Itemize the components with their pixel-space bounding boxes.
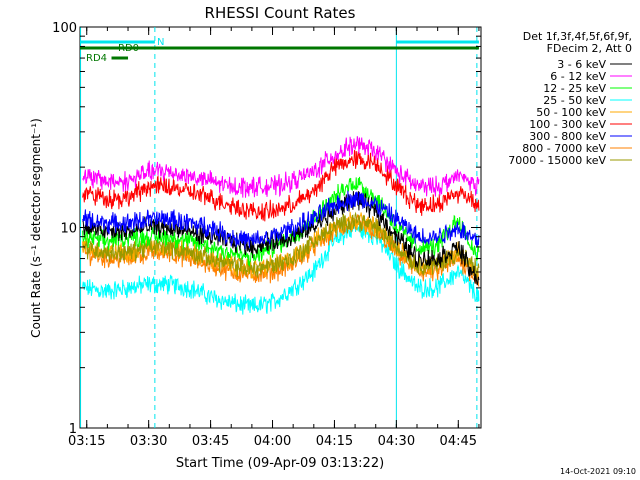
legend-label-6: 300 - 800 keV: [529, 130, 606, 143]
x-tick-label-4: 04:15: [316, 434, 353, 449]
flag-label-2: RD4: [86, 53, 107, 64]
x-tick-label-3: 04:00: [254, 434, 291, 449]
chart-title: RHESSI Count Rates: [205, 4, 356, 22]
x-tick-label-6: 04:45: [440, 434, 477, 449]
series-line-7: [82, 214, 480, 287]
series-line-0: [82, 191, 480, 286]
x-tick-label-2: 03:45: [192, 434, 229, 449]
legend-label-1: 6 - 12 keV: [550, 70, 606, 83]
flags-group: N RD0 RD4: [80, 37, 479, 64]
legend-label-0: 3 - 6 keV: [557, 58, 606, 71]
legend-label-7: 800 - 7000 keV: [522, 142, 606, 155]
x-axis-label: Start Time (09-Apr-09 03:13:22): [176, 456, 384, 471]
y-axis-label: Count Rate (s⁻¹ detector segment⁻¹): [29, 118, 43, 338]
x-tick-label-5: 04:30: [378, 434, 415, 449]
legend-label-4: 50 - 100 keV: [536, 106, 606, 119]
y-ticks: 1 10 100: [52, 21, 481, 437]
y-tick-label-1: 10: [60, 222, 77, 237]
series-line-3: [82, 220, 480, 315]
x-tick-label-0: 03:15: [68, 434, 105, 449]
legend-label-5: 100 - 300 keV: [529, 118, 606, 131]
legend-label-8: 7000 - 15000 keV: [508, 154, 606, 167]
series-line-1: [82, 136, 480, 198]
legend-header-line-2: FDecim 2, Att 0: [547, 42, 632, 55]
y-tick-label-0: 1: [69, 422, 77, 437]
series-line-6: [82, 190, 480, 250]
legend: Det 1f,3f,4f,5f,6f,9f, FDecim 2, Att 0 3…: [508, 30, 632, 167]
x-tick-label-1: 03:30: [130, 434, 167, 449]
y-tick-label-2: 100: [52, 21, 77, 36]
footer-timestamp: 14-Oct-2021 09:10: [560, 467, 636, 476]
legend-label-3: 25 - 50 keV: [543, 94, 606, 107]
legend-header-line-1: Det 1f,3f,4f,5f,6f,9f,: [523, 30, 632, 43]
legend-label-2: 12 - 25 keV: [543, 82, 606, 95]
x-ticks: 03:15 03:30 03:45 04:00 04:15 04:30 04:45: [68, 27, 480, 449]
series-group: [82, 136, 480, 315]
flag-label-0: N: [157, 37, 164, 48]
series-line-5: [82, 149, 480, 222]
flag-label-1: RD0: [118, 43, 139, 54]
